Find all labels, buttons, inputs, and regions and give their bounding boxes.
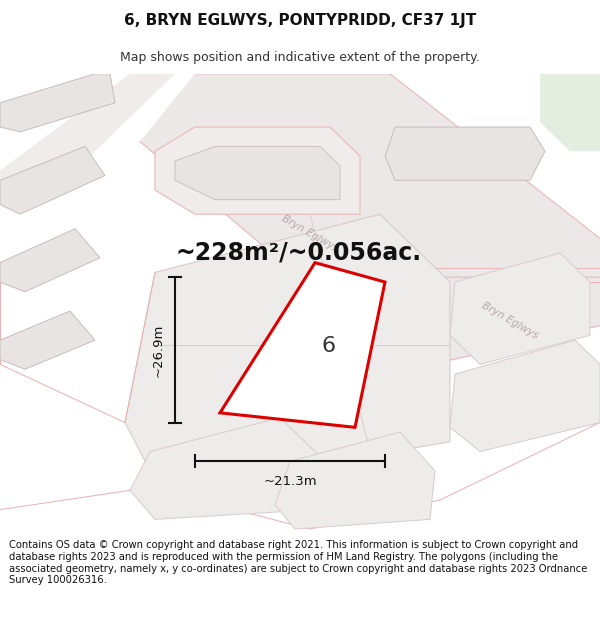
Polygon shape: [0, 146, 105, 214]
Polygon shape: [450, 340, 600, 451]
Polygon shape: [275, 432, 435, 529]
Polygon shape: [540, 74, 600, 151]
Polygon shape: [175, 146, 340, 200]
Text: Bryn Eglwys: Bryn Eglwys: [280, 213, 340, 254]
Text: Bryn Eglwys: Bryn Eglwys: [480, 301, 540, 341]
Text: Contains OS data © Crown copyright and database right 2021. This information is : Contains OS data © Crown copyright and d…: [9, 541, 587, 585]
Polygon shape: [140, 74, 600, 278]
Text: 6: 6: [322, 336, 336, 356]
Polygon shape: [0, 74, 115, 132]
Polygon shape: [220, 262, 385, 428]
Text: ~228m²/~0.056ac.: ~228m²/~0.056ac.: [175, 241, 421, 265]
Text: ~26.9m: ~26.9m: [152, 323, 165, 376]
Polygon shape: [385, 127, 545, 180]
Polygon shape: [0, 74, 175, 200]
Polygon shape: [125, 214, 450, 490]
Text: ~21.3m: ~21.3m: [263, 475, 317, 488]
Polygon shape: [230, 268, 600, 374]
Text: Map shows position and indicative extent of the property.: Map shows position and indicative extent…: [120, 51, 480, 64]
Polygon shape: [0, 229, 100, 292]
Polygon shape: [0, 311, 95, 369]
Polygon shape: [130, 418, 320, 519]
Polygon shape: [450, 253, 590, 364]
Polygon shape: [155, 127, 360, 214]
Text: 6, BRYN EGLWYS, PONTYPRIDD, CF37 1JT: 6, BRYN EGLWYS, PONTYPRIDD, CF37 1JT: [124, 13, 476, 28]
